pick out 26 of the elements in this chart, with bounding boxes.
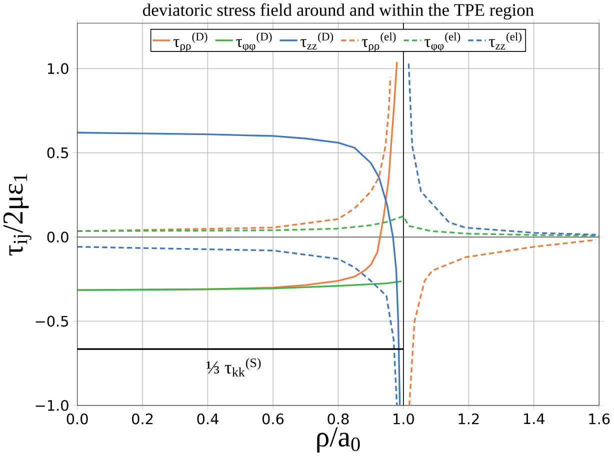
legend-label: τ$_{zz}$(D) [300, 32, 334, 50]
legend-label: τ$_{φφ}$(D) [236, 32, 272, 52]
line-series [77, 280, 402, 291]
x-tick-label: 1.0 [394, 414, 414, 424]
y-tick-label: −1.0 [36, 400, 68, 411]
line-series [77, 215, 600, 237]
y-tick-label: 0.5 [47, 147, 68, 158]
x-axis-title: ρ/a$_{0}$ [317, 427, 360, 453]
legend-label: τ$_{φφ}$(el) [424, 32, 460, 52]
x-tick-label: 0.2 [132, 414, 153, 424]
x-tick-label: 1.6 [589, 414, 610, 424]
legend-label: τ$_{ρρ}$(el) [362, 32, 396, 52]
x-tick-label: 0.4 [197, 414, 218, 424]
legend-label: τ$_{ρρ}$(D) [173, 32, 208, 52]
x-tick-label: 0.8 [328, 414, 349, 424]
legend-label: τ$_{zz}$(el) [488, 32, 522, 50]
x-tick-label: 1.2 [458, 414, 479, 424]
y-tick-label: −0.5 [36, 316, 68, 327]
y-axis-title: τ$_{ij}$/2με$_{1}$ [3, 174, 32, 256]
y-tick-label: 0.0 [47, 232, 68, 243]
chart-title: deviatoric stress field around and within the TPE region [142, 3, 534, 20]
y-tick-label: 1.0 [48, 63, 68, 74]
x-tick-label: 1.4 [524, 414, 545, 424]
x-tick-label: 0.6 [262, 414, 284, 424]
annotation: ⅓ τ$_{kk}$(S) [206, 358, 261, 376]
x-tick-label: 0.0 [66, 414, 88, 424]
